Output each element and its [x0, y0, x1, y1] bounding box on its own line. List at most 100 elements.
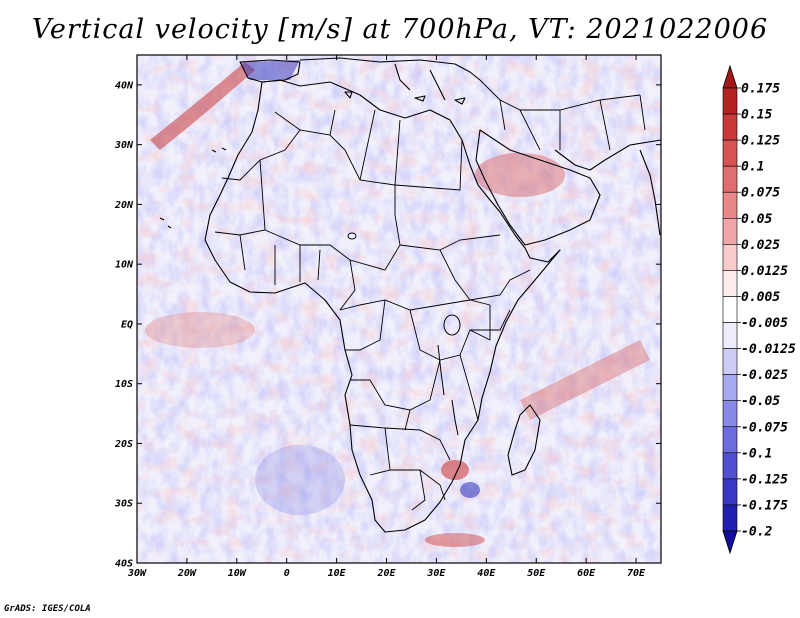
colorbar-label: 0.125	[741, 134, 780, 149]
ascent-area-arabia	[475, 153, 565, 197]
latitude-axis: 40N 30N 20N 10N EQ 10S 20S 30S 40S	[114, 80, 134, 569]
coast-india	[639, 149, 661, 236]
lat-tick-label: EQ	[121, 319, 133, 330]
descent-area-south-atlantic	[255, 445, 345, 515]
colorbar-label: 0.075	[741, 186, 780, 201]
colorbar-swatch	[722, 165, 738, 193]
colorbar-swatch	[722, 504, 738, 532]
colorbar-swatch	[722, 244, 738, 271]
colorbar-swatch	[722, 139, 738, 167]
lat-tick-label: 30N	[114, 140, 134, 151]
ascent-core-southeast	[441, 460, 469, 480]
border-middle-east	[479, 79, 646, 151]
lake-chad	[347, 232, 357, 240]
lon-tick-label: 10W	[228, 568, 247, 579]
colorbar-swatch	[722, 374, 738, 402]
colorbar-label: 0.175	[741, 82, 780, 97]
colorbar-label: -0.025	[741, 368, 788, 383]
descent-core-southeast	[460, 482, 480, 498]
coast-iberia	[239, 59, 301, 83]
map-title: Vertical velocity [m/s] at 700hPa, VT: 2…	[31, 14, 769, 45]
colorbar-label: -0.1	[741, 446, 772, 461]
colorbar-swatch	[722, 400, 738, 428]
lon-tick-label: 60E	[577, 568, 596, 579]
border-west-africa	[239, 234, 321, 285]
lon-tick-label: 30W	[127, 568, 147, 579]
lake-malawi	[451, 399, 459, 436]
coast-africa	[204, 79, 561, 533]
map-frame	[136, 54, 662, 564]
descent-core-northwest	[240, 60, 300, 80]
coast-persian-gulf	[554, 139, 661, 171]
lat-tick-label: 40S	[115, 559, 133, 570]
lakes	[347, 232, 461, 436]
colorbar-swatch	[722, 452, 738, 480]
lake-tanganyika	[437, 344, 445, 396]
colorbar-label: 0.1	[741, 160, 764, 175]
colorbar-label: -0.005	[741, 316, 788, 331]
lon-tick-label: 40E	[477, 568, 496, 579]
colorbar-label: 0.15	[741, 108, 772, 123]
border-north-africa	[221, 109, 463, 215]
lat-tick-label: 30S	[114, 499, 133, 510]
ascent-band-south	[425, 533, 485, 547]
map-panel	[136, 54, 662, 564]
lon-tick-label: 70E	[627, 568, 646, 579]
coast-madagascar	[507, 404, 541, 476]
lon-tick-label: 0	[284, 568, 290, 579]
ascent-area-atlantic	[145, 312, 255, 348]
colorbar-swatch	[722, 270, 738, 297]
lat-tick-label: 10N	[115, 260, 134, 271]
colorbar-swatch	[722, 322, 738, 349]
coast-mediterranean-islands	[344, 91, 466, 105]
country-borders	[214, 79, 646, 511]
colorbar-label: -0.05	[741, 394, 780, 409]
colorbar-swatch	[722, 348, 738, 375]
coast-arabia	[475, 129, 601, 246]
lat-tick-label: 20N	[114, 200, 134, 211]
border-east-africa	[469, 269, 531, 340]
colorbar-swatch	[722, 113, 738, 141]
lat-tick-label: 20S	[114, 439, 133, 450]
lon-tick-label: 20W	[177, 568, 197, 579]
border-sahel	[214, 159, 501, 311]
velocity-features	[145, 60, 650, 547]
lon-tick-label: 10E	[328, 568, 347, 579]
colorbar-swatch	[722, 191, 738, 219]
lon-tick-label: 30E	[426, 568, 446, 579]
axis-ticks	[136, 55, 661, 564]
lat-tick-label: 40N	[115, 80, 134, 91]
colorbar-label: 0.025	[741, 238, 780, 253]
colorbar-label: -0.175	[741, 498, 788, 513]
colorbar-label: 0.05	[741, 212, 772, 227]
lon-tick-label: 50E	[527, 568, 546, 579]
colorbar-swatch	[722, 426, 738, 454]
colorbar-label: -0.125	[741, 472, 788, 487]
colorbar-swatch	[722, 87, 738, 115]
ascent-band-indian-ocean	[520, 340, 650, 420]
colorbar-label: -0.0125	[741, 342, 796, 357]
coast-canaries	[211, 147, 227, 153]
grads-credit: GrADS: IGES/COLA	[4, 604, 91, 614]
ascent-band-northwest	[150, 62, 255, 150]
border-southern-africa	[349, 409, 451, 511]
colorbar-label: 0.005	[741, 290, 780, 305]
velocity-field	[137, 55, 661, 563]
colorbar-labels: 0.175 0.15 0.125 0.1 0.075 0.05 0.025 0.0125 0.0…	[741, 82, 796, 540]
colorbar-swatch	[722, 217, 738, 245]
colorbar-label: -0.2	[741, 525, 772, 540]
lat-tick-label: 10S	[115, 379, 133, 390]
colorbar-label: 0.0125	[741, 264, 788, 279]
colorbar	[722, 64, 741, 555]
coastlines	[159, 57, 661, 533]
colorbar-swatch	[722, 478, 738, 506]
colorbar-bottom-arrow	[722, 530, 738, 555]
colorbar-label: -0.075	[741, 420, 788, 435]
lake-victoria	[443, 314, 461, 336]
colorbar-swatch	[722, 296, 738, 323]
coast-cape-verde	[159, 217, 172, 229]
border-central-africa	[339, 299, 491, 421]
longitude-axis: 30W 20W 10W 0 10E 20E 30E 40E 50E 60E 70E	[127, 568, 646, 579]
lon-tick-label: 20E	[376, 568, 396, 579]
